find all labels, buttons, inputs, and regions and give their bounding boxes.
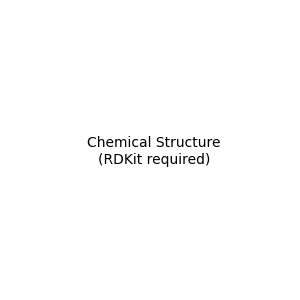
Text: Chemical Structure
(RDKit required): Chemical Structure (RDKit required) — [87, 136, 220, 166]
